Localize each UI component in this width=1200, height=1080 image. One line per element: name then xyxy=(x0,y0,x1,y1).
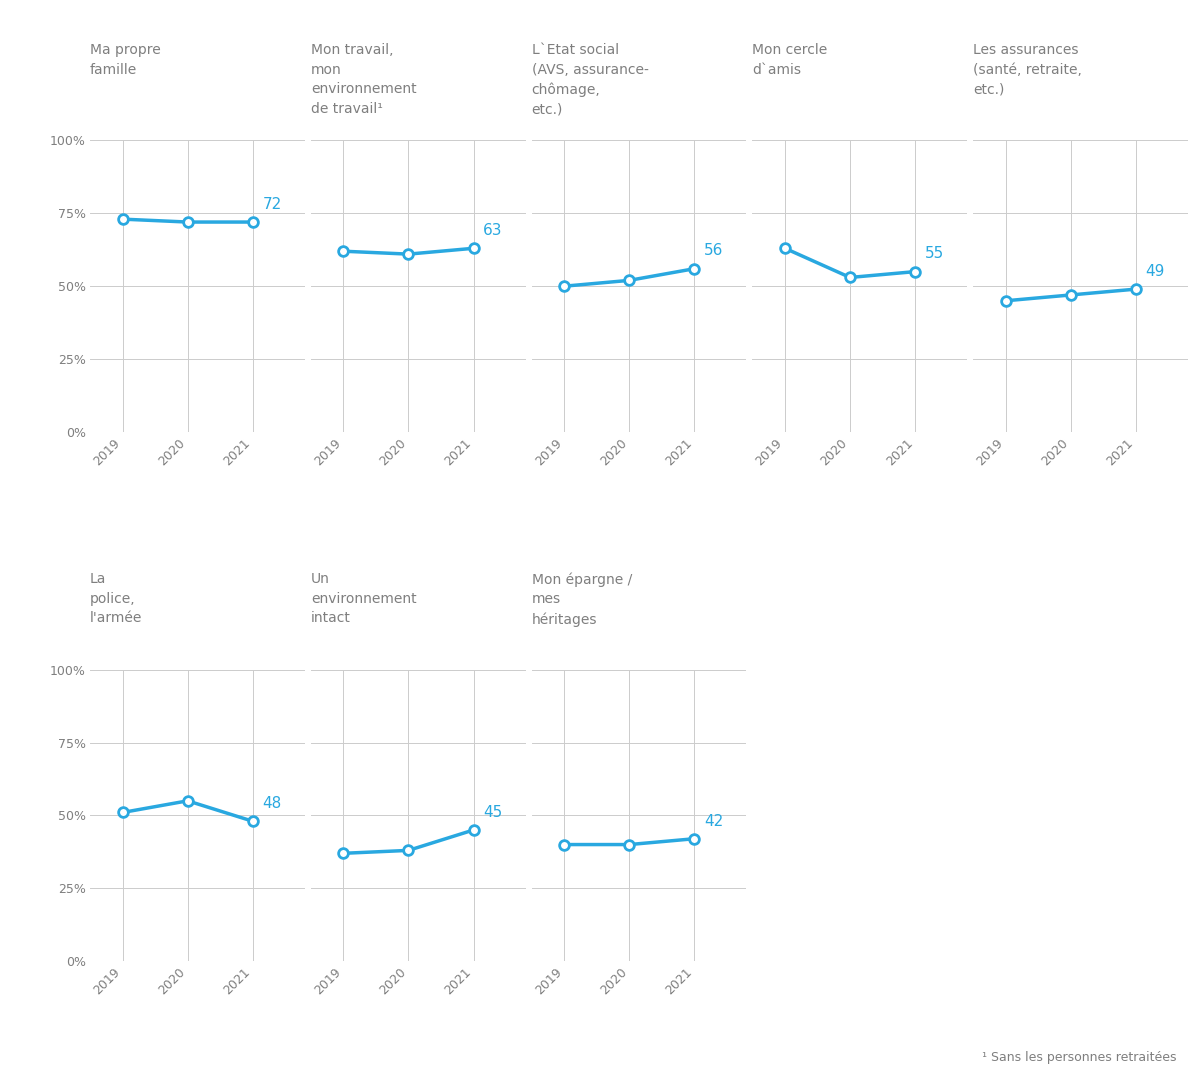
Text: 45: 45 xyxy=(484,805,503,820)
Text: Mon travail,
mon
environnement
de travail¹: Mon travail, mon environnement de travai… xyxy=(311,43,416,116)
Text: 42: 42 xyxy=(704,813,724,828)
Text: Mon épargne /
mes
héritages: Mon épargne / mes héritages xyxy=(532,572,632,626)
Text: 48: 48 xyxy=(263,796,282,811)
Text: 56: 56 xyxy=(704,243,724,258)
Text: 63: 63 xyxy=(484,224,503,238)
Text: Ma propre
famille: Ma propre famille xyxy=(90,43,161,77)
Text: 49: 49 xyxy=(1146,264,1165,279)
Text: ¹ Sans les personnes retraitées: ¹ Sans les personnes retraitées xyxy=(982,1051,1176,1064)
Text: Les assurances
(santé, retraite,
etc.): Les assurances (santé, retraite, etc.) xyxy=(973,43,1082,96)
Text: Un
environnement
intact: Un environnement intact xyxy=(311,572,416,625)
Text: La
police,
l'armée: La police, l'armée xyxy=(90,572,143,625)
Text: 72: 72 xyxy=(263,197,282,212)
Text: 55: 55 xyxy=(925,246,944,261)
Text: Mon cercle
d`amis: Mon cercle d`amis xyxy=(752,43,828,77)
Text: L`Etat social
(AVS, assurance-
chômage,
etc.): L`Etat social (AVS, assurance- chômage, … xyxy=(532,43,648,117)
